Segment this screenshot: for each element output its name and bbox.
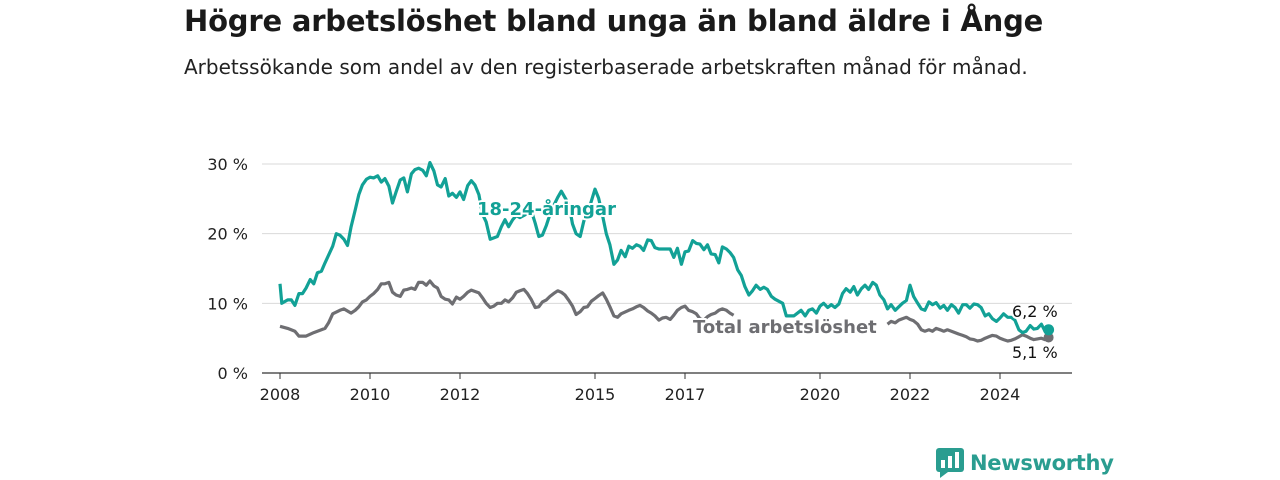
brand-name: Newsworthy bbox=[970, 451, 1114, 475]
x-tick-label: 2012 bbox=[440, 385, 481, 404]
y-tick-label: 20 % bbox=[207, 225, 248, 244]
newsworthy-brand: Newsworthy bbox=[936, 448, 1114, 478]
total-end-label: 5,1 % bbox=[1012, 343, 1058, 362]
x-axis-ticks: 2008 2010 2012 2015 2017 2020 2022 2024 bbox=[260, 373, 1021, 404]
page-subtitle: Arbetssökande som andel av den registerb… bbox=[184, 55, 1028, 79]
y-tick-label: 10 % bbox=[207, 294, 248, 313]
y-axis-ticks: 0 % 10 % 20 % 30 % bbox=[207, 155, 248, 383]
total-series-label-halo: Total arbetslöshet bbox=[693, 317, 877, 338]
total-end-point bbox=[1043, 332, 1054, 343]
page-title: Högre arbetslöshet bland unga än bland ä… bbox=[184, 4, 1044, 38]
x-tick-label: 2022 bbox=[890, 385, 931, 404]
newsworthy-logo-icon bbox=[936, 448, 964, 478]
x-tick-label: 2008 bbox=[260, 385, 301, 404]
grid-lines bbox=[262, 163, 1072, 374]
youth-series-label: 18-24-åringar bbox=[477, 198, 616, 220]
youth-series-line bbox=[278, 161, 1050, 335]
y-tick-label: 0 % bbox=[218, 364, 248, 383]
youth-end-label: 6,2 % bbox=[1012, 302, 1058, 321]
total-series-line bbox=[279, 279, 735, 338]
x-tick-label: 2020 bbox=[800, 385, 841, 404]
total-end-label-halo: 5,1 % bbox=[1012, 343, 1058, 362]
youth-end-label-halo: 6,2 % bbox=[1012, 302, 1058, 321]
x-tick-label: 2024 bbox=[980, 385, 1021, 404]
x-tick-label: 2017 bbox=[665, 385, 706, 404]
youth-series-label-halo: 18-24-åringar bbox=[477, 198, 616, 220]
total-series-label: Total arbetslöshet bbox=[693, 317, 877, 338]
youth-end-point bbox=[1043, 324, 1055, 336]
total-series-line-recent bbox=[886, 315, 1050, 343]
y-tick-label: 30 % bbox=[207, 155, 248, 174]
x-tick-label: 2010 bbox=[350, 385, 391, 404]
x-tick-label: 2015 bbox=[575, 385, 616, 404]
series-lines bbox=[278, 161, 1055, 343]
